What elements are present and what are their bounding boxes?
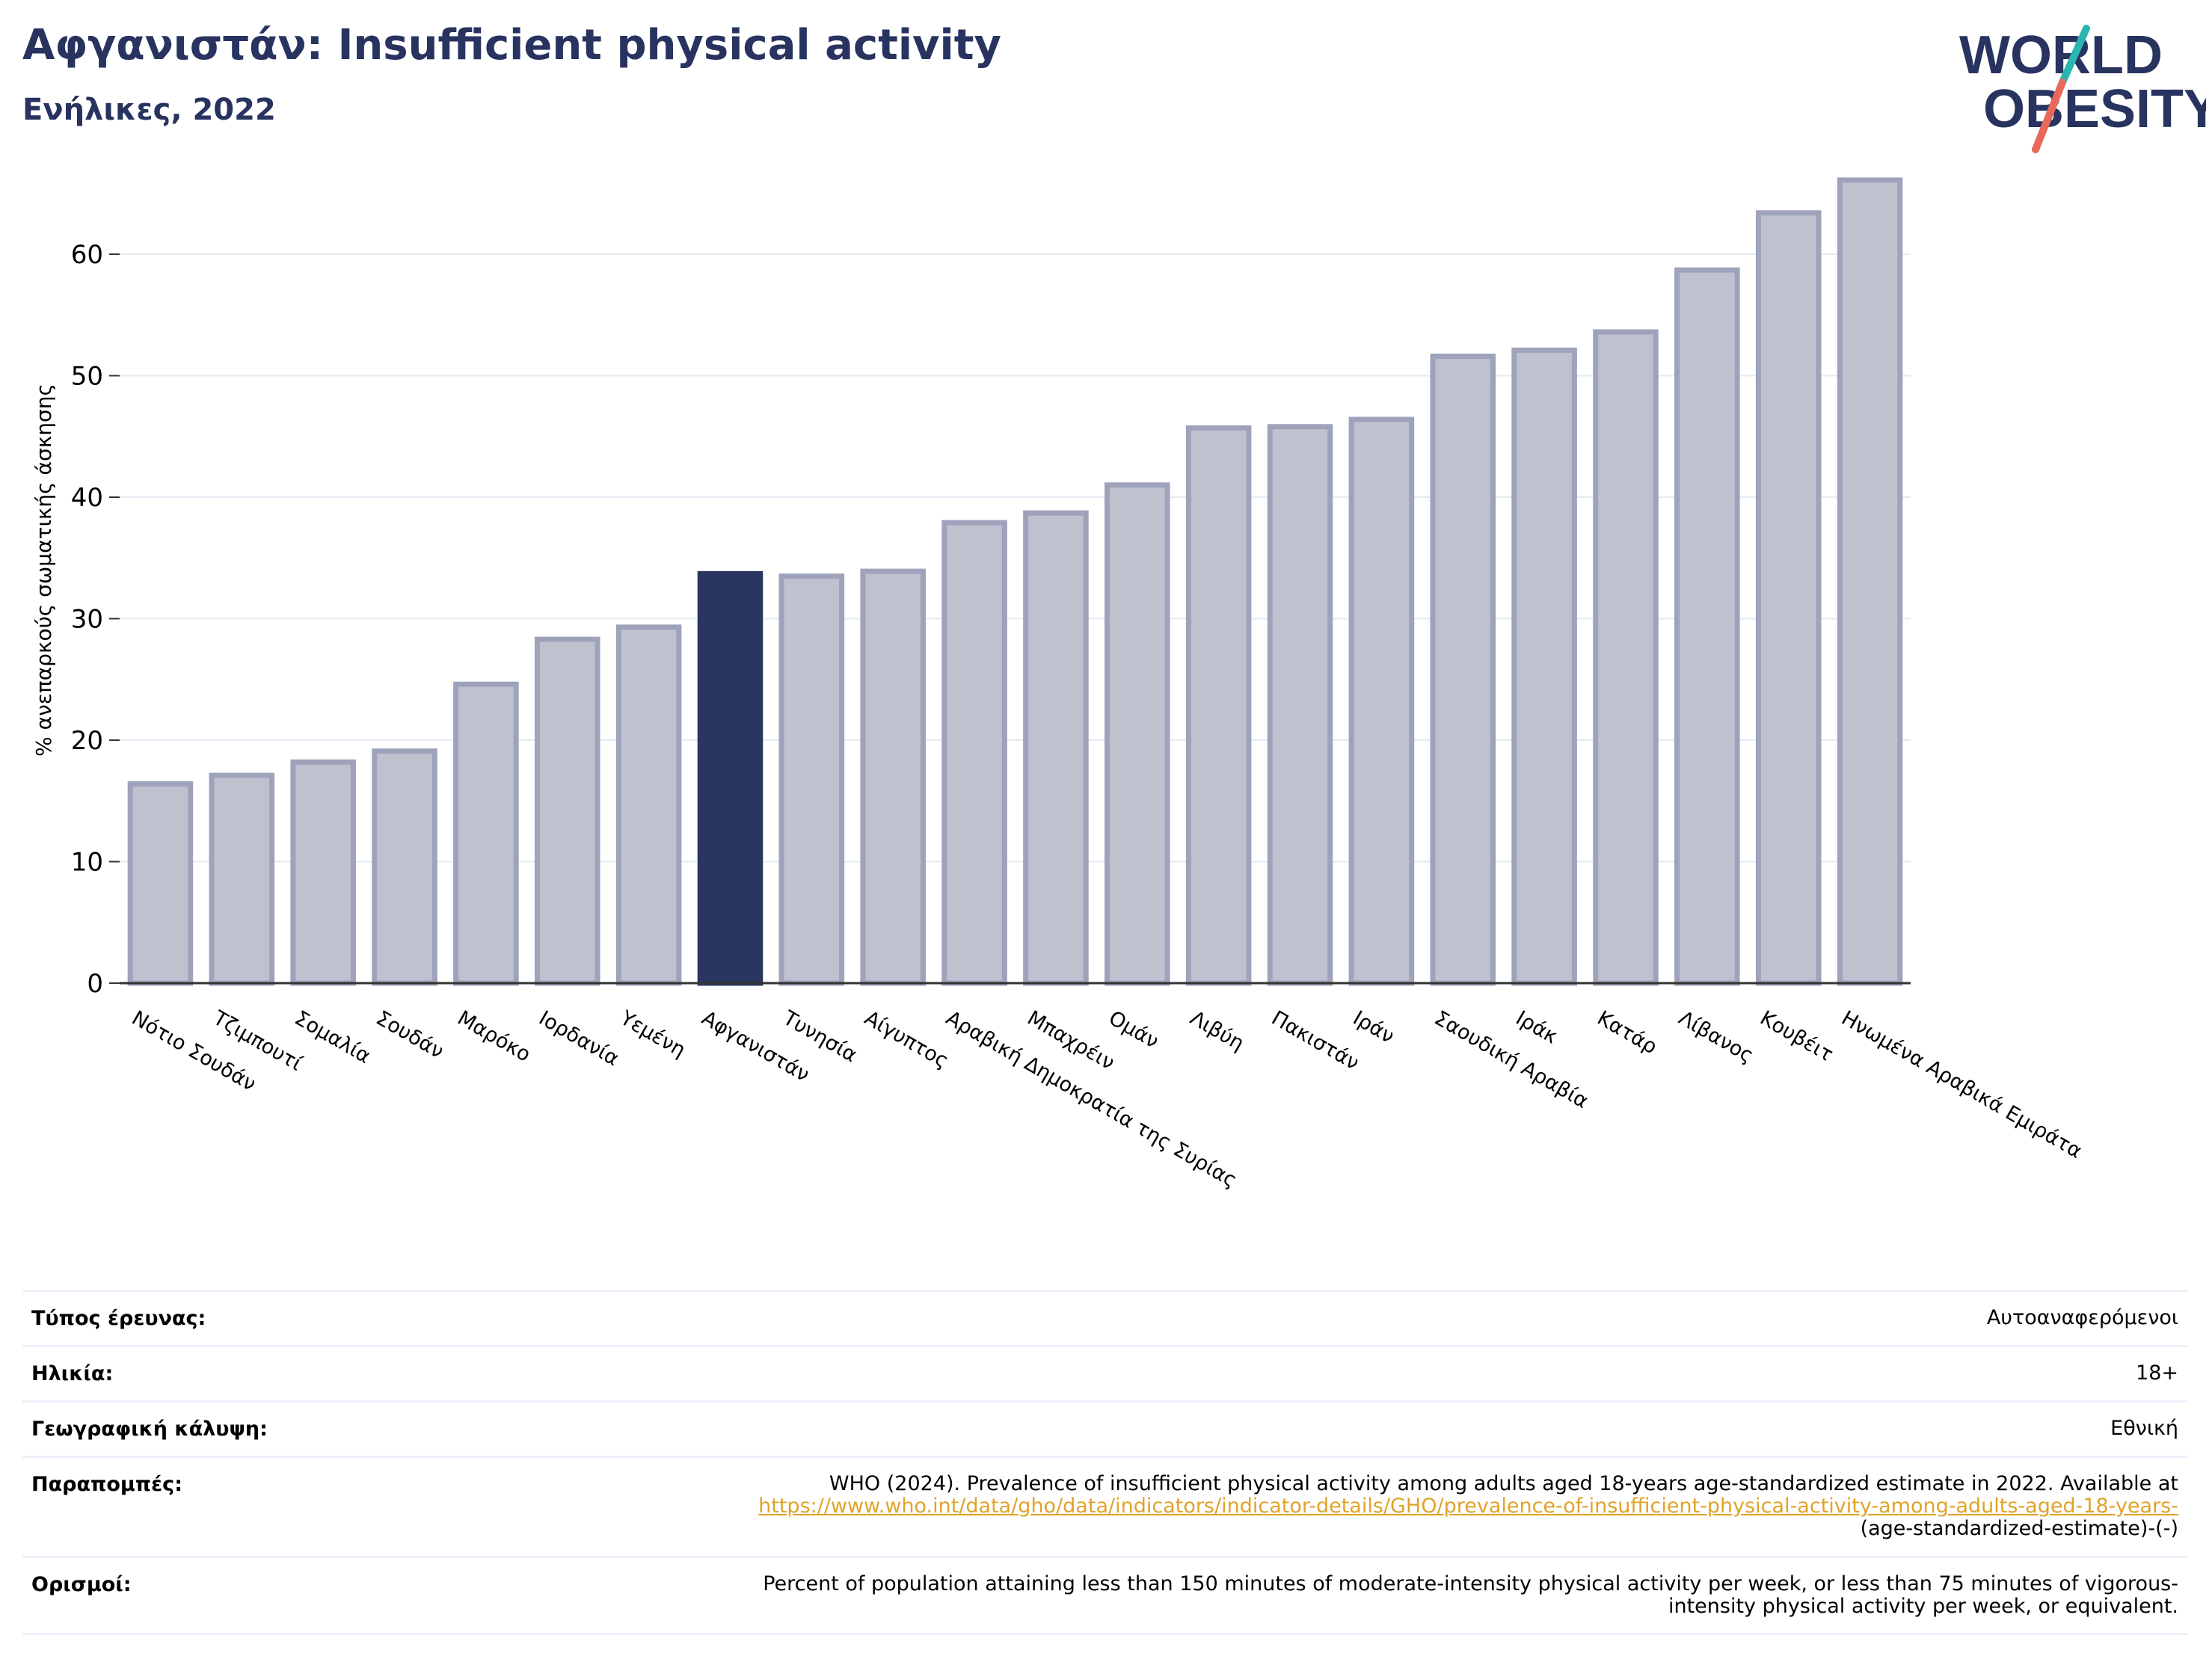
bar bbox=[1430, 354, 1496, 986]
bar bbox=[1674, 267, 1740, 986]
x-tick-label: Σουδάν bbox=[372, 1006, 448, 1063]
x-tick-label: Σαουδική Αραβία bbox=[1431, 1006, 1592, 1113]
bar bbox=[1105, 482, 1170, 986]
y-tick-label: 10 bbox=[71, 848, 103, 878]
y-tick-label: 50 bbox=[71, 362, 103, 392]
logo-line2: OBESITY bbox=[1983, 79, 2206, 139]
bar bbox=[290, 759, 356, 986]
bar bbox=[1348, 416, 1415, 986]
bar bbox=[1267, 424, 1333, 986]
meta-row-survey-type: Τύπος έρευνας: Αυτοαναφερόμενοι bbox=[22, 1290, 2187, 1345]
meta-label: Παραπομπές: bbox=[31, 1473, 182, 1496]
reference-link[interactable]: https://www.who.int/data/gho/data/indica… bbox=[758, 1495, 2178, 1518]
bar bbox=[1023, 510, 1089, 986]
x-tick-label: Μαρόκο bbox=[453, 1006, 534, 1066]
logo-slash-bottom bbox=[2032, 79, 2066, 153]
meta-value: 18+ bbox=[2136, 1361, 2178, 1385]
x-tick-label: Ομάν bbox=[1105, 1006, 1162, 1053]
meta-row-coverage: Γεωγραφική κάλυψη: Εθνική bbox=[22, 1400, 2187, 1456]
meta-value: Αυτοαναφερόμενοι bbox=[1986, 1306, 2178, 1329]
bar bbox=[860, 568, 926, 986]
meta-label: Ηλικία: bbox=[31, 1362, 114, 1385]
bar bbox=[941, 520, 1007, 986]
bar bbox=[1185, 425, 1252, 986]
meta-value: Εθνική bbox=[2110, 1417, 2178, 1440]
bar bbox=[453, 681, 519, 986]
definition-line: intensity physical activity per week, or… bbox=[1668, 1594, 2178, 1618]
bar bbox=[534, 636, 600, 986]
bar bbox=[1837, 177, 1903, 986]
y-axis-ticks: 0 10 20 30 40 50 60 bbox=[71, 240, 120, 999]
reference-text-suffix: (age-standardized-estimate)-(-) bbox=[1860, 1517, 2178, 1541]
logo-slash-top bbox=[2059, 25, 2090, 86]
reference-text: WHO (2024). Prevalence of insufficient p… bbox=[829, 1472, 2178, 1495]
y-tick-label: 60 bbox=[71, 240, 103, 270]
x-tick-label: Πακιστάν bbox=[1268, 1006, 1363, 1075]
x-tick-label: Ιράν bbox=[1349, 1006, 1398, 1048]
world-obesity-logo: WORLD OBESITY bbox=[1959, 25, 2206, 153]
y-axis-label: % ανεπαρκούς σωματικής άσκησης bbox=[31, 384, 56, 757]
bars bbox=[127, 177, 1903, 986]
chart-title: Αφγανιστάν: Insufficient physical activi… bbox=[22, 21, 1002, 70]
x-tick-label: Λίβανος bbox=[1674, 1006, 1757, 1068]
x-tick-label: Υεμένη bbox=[615, 1006, 689, 1062]
x-tick-label: Ιορδανία bbox=[535, 1006, 623, 1071]
bar-highlight bbox=[697, 570, 764, 986]
meta-row-definitions: Ορισμοί: Percent of population attaining… bbox=[22, 1555, 2187, 1636]
x-tick-label: Αραβική Δημοκρατία της Συρίας bbox=[942, 1006, 1241, 1192]
chart-subtitle: Ενήλικες, 2022 bbox=[22, 93, 276, 127]
bar bbox=[1593, 329, 1659, 986]
bar bbox=[1511, 347, 1577, 986]
meta-label: Τύπος έρευνας: bbox=[31, 1307, 206, 1330]
meta-row-age: Ηλικία: 18+ bbox=[22, 1345, 2187, 1400]
meta-label: Γεωγραφική κάλυψη: bbox=[31, 1418, 268, 1441]
bar bbox=[1755, 210, 1822, 986]
x-tick-label: Κατάρ bbox=[1593, 1006, 1661, 1059]
y-tick-label: 0 bbox=[87, 969, 103, 999]
x-tick-label: Κουβέιτ bbox=[1756, 1006, 1837, 1066]
x-tick-label: Αίγυπτος bbox=[861, 1006, 953, 1073]
meta-label: Ορισμοί: bbox=[31, 1572, 132, 1596]
x-tick-label: Ηνωμένα Αραβικά Εμιράτα bbox=[1837, 1006, 2086, 1163]
definition-line: Percent of population attaining less tha… bbox=[763, 1572, 2178, 1595]
metadata-table: Τύπος έρευνας: Αυτοαναφερόμενοι Ηλικία: … bbox=[22, 1290, 2187, 1636]
bar bbox=[615, 624, 682, 986]
bar bbox=[372, 748, 437, 986]
x-tick-label: Ιράκ bbox=[1512, 1006, 1562, 1048]
meta-row-references: Παραπομπές: WHO (2024). Prevalence of in… bbox=[22, 1456, 2187, 1556]
y-tick-label: 20 bbox=[71, 726, 103, 756]
y-tick-label: 40 bbox=[71, 483, 103, 513]
bar bbox=[127, 781, 194, 986]
bar bbox=[778, 573, 845, 986]
bar-chart: 0 10 20 30 40 50 60 Νότιο ΣουδάνΤζιμπουτίΣομαλ… bbox=[31, 177, 2086, 1192]
y-tick-label: 30 bbox=[71, 605, 103, 635]
logo-line1: WORLD bbox=[1959, 25, 2163, 85]
x-tick-label: Λιβύη bbox=[1186, 1006, 1248, 1056]
meta-value: Percent of population attaining less tha… bbox=[763, 1572, 2178, 1618]
meta-value: WHO (2024). Prevalence of insufficient p… bbox=[758, 1472, 2178, 1541]
bar bbox=[209, 772, 275, 986]
